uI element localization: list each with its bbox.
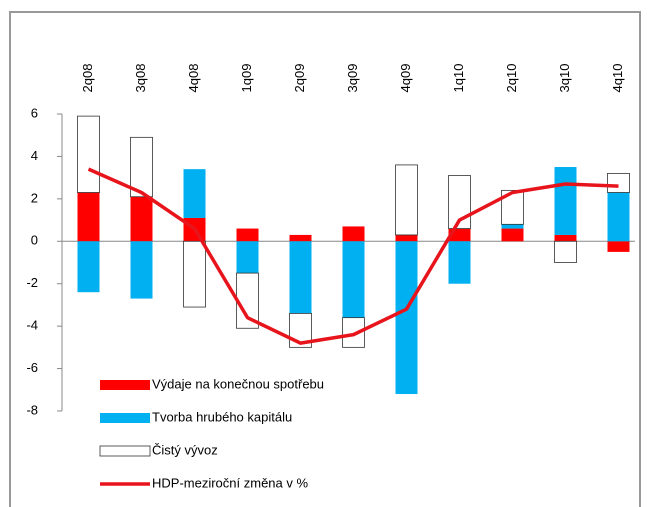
bar — [395, 164, 418, 236]
y-tick-label: 0 — [31, 233, 38, 248]
legend-label: Výdaje na konečnou spotřebu — [152, 376, 324, 391]
bar — [554, 234, 577, 242]
x-tick-label: 2q09 — [292, 64, 307, 93]
bar — [183, 169, 206, 218]
legend-swatch — [100, 413, 150, 423]
y-tick-label: 6 — [31, 105, 38, 120]
bar — [77, 192, 100, 242]
bar — [77, 241, 100, 293]
y-tick-label: -8 — [26, 402, 38, 417]
bar — [130, 196, 153, 242]
y-tick-label: -2 — [26, 275, 38, 290]
legend-label: Tvorba hrubého kapitálu — [152, 409, 292, 424]
bar — [554, 167, 577, 235]
line — [87, 167, 619, 345]
bar — [607, 192, 630, 242]
bar — [289, 234, 312, 242]
y-tick-label: 2 — [31, 190, 38, 205]
y-tick-label: -4 — [26, 318, 38, 333]
bar — [448, 241, 471, 284]
bar — [236, 228, 259, 242]
bar — [342, 317, 365, 348]
bar — [501, 189, 524, 225]
legend-label: Čistý vývoz — [152, 442, 218, 457]
x-tick-label: 2q08 — [80, 64, 95, 93]
bar — [554, 240, 577, 263]
y-tick-label: -6 — [26, 360, 38, 375]
bar — [77, 115, 100, 193]
bar — [342, 241, 365, 318]
chart-frame — [9, 11, 641, 507]
x-tick-label: 4q08 — [186, 64, 201, 93]
bar — [607, 241, 630, 252]
x-tick-label: 1q09 — [239, 64, 254, 93]
bar — [130, 241, 153, 299]
y-tick-label: 4 — [31, 148, 38, 163]
x-tick-label: 3q10 — [557, 64, 572, 93]
x-tick-label: 4q10 — [610, 64, 625, 93]
x-tick-label: 2q10 — [504, 64, 519, 93]
x-tick-label: 4q09 — [398, 64, 413, 93]
bar — [289, 241, 312, 314]
bar — [607, 172, 630, 193]
legend-swatch — [100, 380, 150, 390]
x-tick-label: 3q08 — [133, 64, 148, 93]
bar — [183, 240, 206, 308]
bar — [342, 226, 365, 242]
legend-label: HDP-meziroční změna v % — [152, 475, 308, 490]
bar — [236, 241, 259, 274]
x-tick-label: 1q10 — [451, 64, 466, 93]
bar — [395, 234, 418, 242]
legend-swatch — [99, 445, 151, 457]
bar — [501, 228, 524, 242]
bar — [395, 241, 418, 395]
x-tick-label: 3q09 — [345, 64, 360, 93]
bar — [130, 136, 153, 198]
bar — [501, 224, 524, 229]
